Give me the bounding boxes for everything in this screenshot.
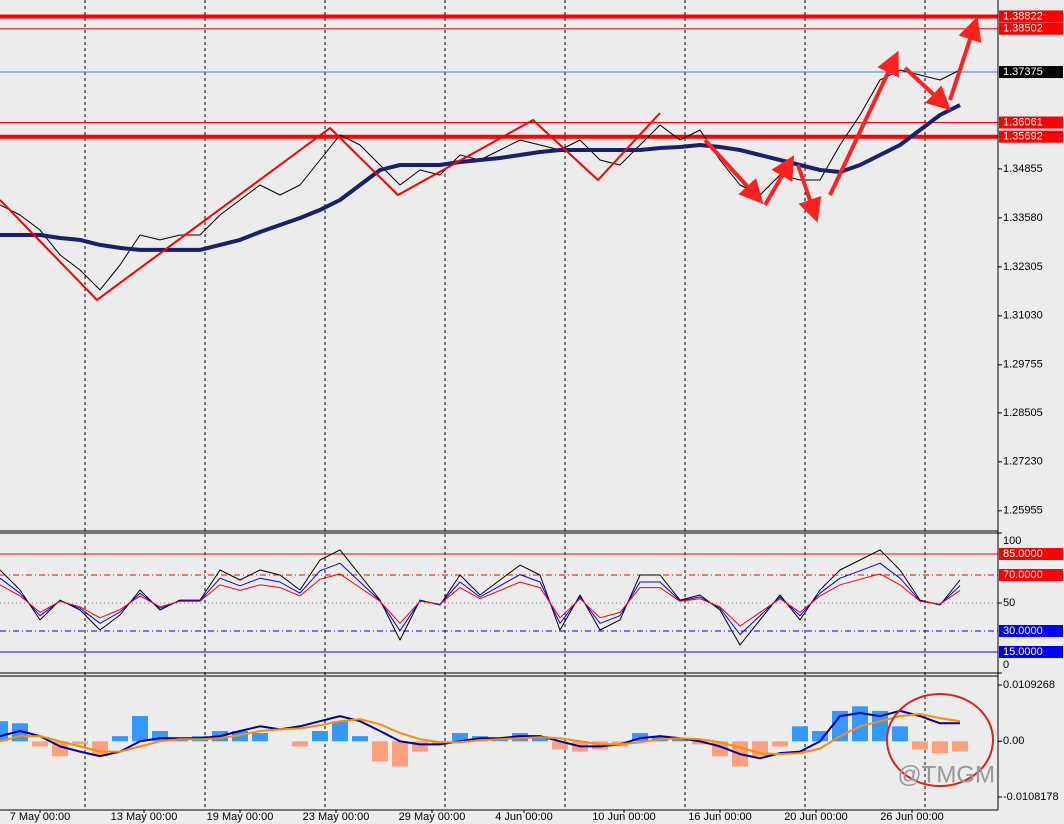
level-label: 1.38822 [1003, 10, 1043, 22]
level-label-box [999, 646, 1063, 658]
x-tick-label: 19 May 00:00 [207, 811, 274, 823]
level-label-box [999, 130, 1063, 143]
y-tick-label: 1.28505 [1003, 407, 1043, 419]
histogram-bar [392, 741, 408, 767]
histogram-bar [72, 741, 88, 745]
panel-borders [0, 0, 999, 811]
series-line [0, 562, 961, 635]
x-tick-label: 20 Jun 00:00 [784, 811, 848, 823]
histogram-bar [252, 733, 268, 742]
histogram-bar [692, 741, 708, 745]
y-tick-label: 1.34855 [1003, 163, 1043, 175]
histogram-bar [792, 726, 808, 742]
annotation-arrows [703, 16, 982, 223]
histogram-bar [352, 736, 368, 742]
x-tick-label: 13 May 00:00 [111, 811, 178, 823]
histogram-bar [0, 721, 8, 742]
y-tick-label: 1.29755 [1003, 359, 1043, 371]
histogram-bar [152, 730, 168, 742]
y-tick-label: 50 [1003, 597, 1015, 609]
histogram-bar [512, 733, 528, 742]
histogram-bar [932, 741, 948, 754]
level-label: 15.0000 [1003, 646, 1043, 658]
y-tick-label: 1.32305 [1003, 261, 1043, 273]
histogram-bar [672, 738, 688, 742]
histogram-bar [552, 741, 568, 750]
x-tick-label: 10 Jun 00:00 [592, 811, 656, 823]
x-tick-label: 16 Jun 00:00 [688, 811, 752, 823]
histogram-bar [532, 736, 548, 742]
y-tick-label: 1.27230 [1003, 456, 1043, 468]
y-tick-label: -0.0108178 [1003, 791, 1059, 803]
level-label-box [999, 548, 1063, 560]
histogram-bar [812, 730, 828, 742]
series-line [0, 573, 961, 627]
y-tick-label: 1.33580 [1003, 212, 1043, 224]
histogram-bar [952, 741, 968, 752]
x-tick-label: 23 May 00:00 [303, 811, 370, 823]
histogram-bar [32, 741, 48, 747]
level-label-box [999, 22, 1063, 35]
histogram-bar [112, 736, 128, 742]
histogram-bar [412, 741, 428, 752]
level-label: 1.35692 [1003, 131, 1043, 143]
histogram-bar [332, 721, 348, 742]
x-tick-label: 29 May 00:00 [399, 811, 466, 823]
histogram-bar [772, 741, 788, 747]
series-line [0, 549, 961, 646]
level-label: 1.36061 [1003, 116, 1043, 128]
histogram-bar [912, 741, 928, 750]
level-label-box [999, 66, 1063, 79]
x-tick-label: 26 Jun 00:00 [880, 811, 944, 823]
x-tick-label: 7 May 00:00 [10, 811, 71, 823]
histogram-bar [132, 716, 148, 742]
y-tick-label: 1.31030 [1003, 310, 1043, 322]
series-line [0, 709, 960, 760]
y-tick-label: 1.25955 [1003, 505, 1043, 517]
histogram-bar [852, 706, 868, 742]
histogram-bar [872, 710, 888, 742]
series-line [0, 112, 661, 301]
plot-layer: 1.34855 1.33580 1.32305 1.31030 1.29755 1.285… [0, 10, 1063, 823]
histogram-bar [232, 730, 248, 742]
histogram-bar [312, 730, 328, 742]
highlight-circle [886, 693, 994, 787]
histogram-bar [292, 741, 308, 747]
y-tick-label: 100 [1003, 535, 1021, 547]
histogram-bar [892, 726, 908, 742]
level-label: 30.0000 [1003, 625, 1043, 637]
level-label-box [999, 116, 1063, 129]
level-label: 70.0000 [1003, 569, 1043, 581]
watermark: @TMGM [897, 761, 995, 788]
y-tick-label: 0.0109268 [1003, 679, 1055, 691]
level-label-box [999, 625, 1063, 637]
level-label: 1.38502 [1003, 23, 1043, 35]
level-label: 85.0000 [1003, 548, 1043, 560]
level-label-box [999, 569, 1063, 581]
level-label: 1.37375 [1003, 66, 1043, 78]
y-tick-label: 0.00 [1003, 735, 1024, 747]
histogram-bar [372, 741, 388, 762]
x-tick-label: 4 Jun 00:00 [495, 811, 553, 823]
histogram-bar [452, 733, 468, 742]
y-tick-label: 0 [1003, 659, 1009, 671]
series-line [0, 713, 961, 756]
histogram-bar [632, 733, 648, 742]
level-label-box [999, 10, 1063, 23]
